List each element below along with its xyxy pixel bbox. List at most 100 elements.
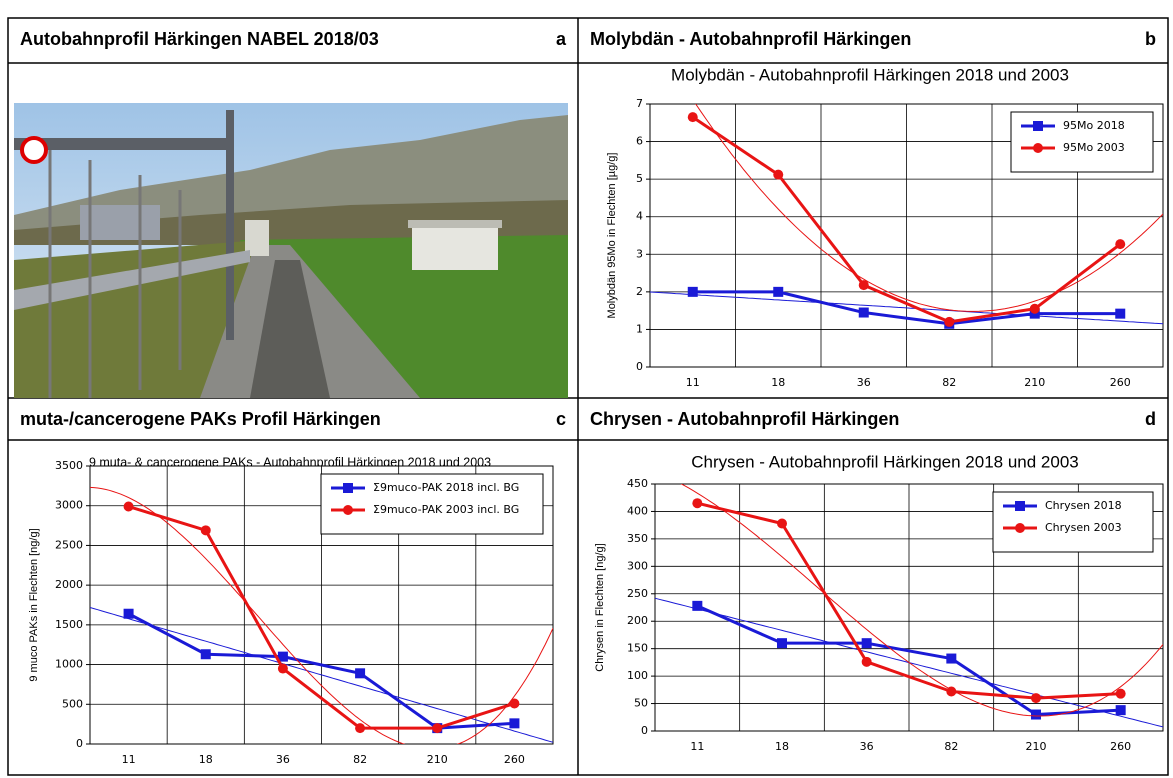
x-tick-label: 11	[690, 740, 704, 753]
legend-marker	[1033, 121, 1043, 131]
legend-label: 95Mo 2003	[1063, 141, 1125, 154]
y-tick-label: 2	[636, 285, 643, 298]
marker	[687, 112, 698, 123]
x-tick-label: 82	[942, 376, 956, 389]
panel-title: Autobahnprofil Härkingen NABEL 2018/03	[20, 29, 379, 49]
y-tick-label: 0	[641, 724, 648, 737]
y-tick-label: 100	[627, 669, 648, 682]
marker	[1115, 239, 1126, 250]
marker	[355, 668, 366, 679]
marker	[777, 518, 787, 529]
marker	[861, 638, 872, 649]
frame	[7, 17, 1169, 776]
panel-title: Chrysen - Autobahnprofil Härkingen	[590, 409, 899, 429]
y-axis-label: 9 muco PAKs in Flechten [ng/g]	[28, 528, 40, 681]
series-line	[127, 612, 515, 730]
y-tick-label: 1500	[55, 618, 83, 631]
marker	[1115, 308, 1126, 319]
marker	[509, 718, 520, 729]
marker	[200, 525, 211, 536]
trend-line	[650, 291, 1163, 325]
series-line	[696, 501, 1121, 700]
panel-letter: c	[556, 409, 566, 429]
marker	[1031, 693, 1041, 704]
y-tick-label: 300	[627, 559, 648, 572]
y-tick-label: 4	[636, 210, 643, 223]
y-tick-label: 1	[636, 322, 643, 335]
y-tick-label: 3	[636, 247, 643, 260]
y-tick-label: 7	[636, 97, 643, 110]
series-line	[692, 290, 1121, 326]
marker	[1029, 303, 1040, 314]
y-tick-label: 2500	[55, 538, 83, 551]
y-tick-label: 3500	[55, 459, 83, 472]
marker	[1115, 705, 1126, 716]
x-tick-label: 11	[122, 753, 136, 766]
chart-title: Molybdän - Autobahnprofil Härkingen 2018…	[671, 65, 1069, 84]
x-tick-label: 11	[686, 376, 700, 389]
marker	[944, 316, 955, 327]
legend-marker	[1015, 501, 1025, 511]
marker	[946, 686, 957, 697]
marker	[777, 638, 787, 649]
trend-line	[90, 486, 553, 744]
x-tick-label: 82	[353, 753, 367, 766]
y-tick-label: 450	[627, 477, 648, 490]
x-tick-label: 36	[860, 740, 874, 753]
y-tick-label: 400	[627, 504, 648, 517]
y-tick-label: 5	[636, 172, 643, 185]
y-tick-label: 50	[634, 697, 648, 710]
panel-letter: d	[1145, 409, 1156, 429]
x-tick-label: 18	[771, 376, 785, 389]
x-tick-label: 210	[427, 753, 448, 766]
marker	[123, 501, 134, 512]
x-tick-label: 18	[775, 740, 789, 753]
panel-letter: a	[556, 29, 567, 49]
marker	[861, 656, 872, 667]
marker	[858, 307, 869, 318]
marker	[200, 649, 211, 660]
trend-line	[680, 484, 1163, 717]
legend-label: Chrysen 2003	[1045, 521, 1122, 534]
marker	[432, 723, 443, 734]
trend-line	[90, 607, 553, 743]
panel-title: muta-/cancerogene PAKs Profil Härkingen	[20, 409, 381, 429]
x-tick-label: 210	[1026, 740, 1047, 753]
legend-label: Chrysen 2018	[1045, 499, 1122, 512]
photo	[14, 103, 568, 398]
marker	[509, 698, 520, 709]
marker	[687, 286, 698, 297]
y-tick-label: 200	[627, 614, 648, 627]
trend-line	[695, 104, 1163, 312]
y-tick-label: 0	[636, 360, 643, 373]
marker	[123, 608, 134, 619]
y-tick-label: 500	[62, 697, 83, 710]
legend-label: Σ9muco-PAK 2018 incl. BG	[373, 481, 519, 494]
x-tick-label: 36	[276, 753, 290, 766]
x-tick-label: 18	[199, 753, 213, 766]
y-tick-label: 6	[636, 135, 643, 148]
y-tick-label: 150	[627, 642, 648, 655]
marker	[692, 498, 703, 509]
legend-marker	[343, 505, 353, 515]
marker	[1031, 709, 1041, 720]
legend-label: 95Mo 2018	[1063, 119, 1125, 132]
y-tick-label: 250	[627, 587, 648, 600]
x-tick-label: 260	[504, 753, 525, 766]
x-tick-label: 260	[1110, 376, 1131, 389]
x-tick-label: 210	[1024, 376, 1045, 389]
y-tick-label: 0	[76, 737, 83, 750]
series-line	[691, 115, 1122, 324]
panel-title: Molybdän - Autobahnprofil Härkingen	[590, 29, 911, 49]
marker	[692, 600, 703, 611]
legend-marker	[1033, 143, 1043, 153]
y-tick-label: 3000	[55, 499, 83, 512]
y-axis-label: Chrysen in Flechten [ng/g]	[594, 543, 606, 671]
series-line	[696, 604, 1121, 717]
marker	[277, 663, 288, 674]
legend-marker	[343, 483, 353, 493]
y-tick-label: 1000	[55, 658, 83, 671]
marker	[858, 280, 869, 291]
x-tick-label: 82	[944, 740, 958, 753]
